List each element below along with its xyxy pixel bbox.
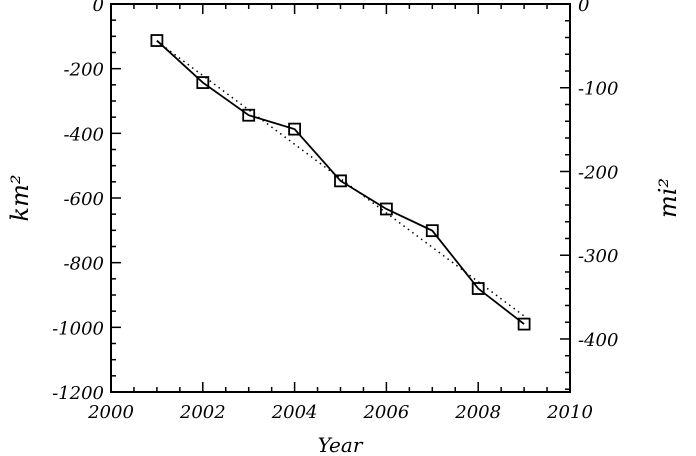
y-tick-label: -800 bbox=[64, 254, 104, 275]
y-right-tick-label: 0 bbox=[578, 0, 589, 16]
y-right-tick-label: -400 bbox=[578, 330, 618, 351]
y-right-tick-label: -100 bbox=[578, 79, 618, 100]
data-point-marker bbox=[379, 202, 393, 216]
data-line bbox=[156, 39, 525, 325]
data-point-marker bbox=[517, 317, 531, 331]
y-tick-label: -1000 bbox=[52, 318, 104, 339]
x-tick-label: 2006 bbox=[362, 402, 409, 423]
trend-line bbox=[156, 40, 525, 317]
data-point-marker bbox=[242, 108, 256, 122]
data-point-marker bbox=[150, 34, 164, 47]
x-tick-label: 2010 bbox=[546, 402, 593, 423]
data-point-marker bbox=[196, 76, 210, 89]
data-point-marker bbox=[288, 122, 302, 136]
y-tick-label: -400 bbox=[64, 124, 104, 145]
y-right-tick-label: -200 bbox=[578, 162, 618, 183]
y-tick-label: 0 bbox=[93, 0, 104, 16]
x-tick-label: 2008 bbox=[454, 402, 501, 423]
y-tick-label: -600 bbox=[64, 189, 104, 210]
x-axis-label: Year bbox=[318, 433, 364, 456]
y-right-tick-label: -300 bbox=[578, 246, 618, 267]
data-point-marker bbox=[471, 282, 485, 295]
data-point-marker bbox=[425, 224, 439, 238]
tick-labels: 2000 2002 2004 2006 2008 2010 0 -200 -400 -600 -80… bbox=[52, 0, 618, 423]
data-point-marker bbox=[334, 174, 347, 188]
plot-frame bbox=[110, 3, 571, 393]
y-tick-label: -1200 bbox=[52, 383, 104, 404]
y-axis-label: km² bbox=[6, 175, 34, 222]
series-layer bbox=[150, 34, 531, 331]
y-tick-label: -200 bbox=[64, 60, 104, 81]
x-tick-label: 2004 bbox=[271, 402, 318, 423]
y-axis-right-label: mi² bbox=[654, 178, 682, 218]
x-tick-label: 2002 bbox=[179, 402, 226, 423]
x-tick-label: 2000 bbox=[87, 402, 134, 423]
